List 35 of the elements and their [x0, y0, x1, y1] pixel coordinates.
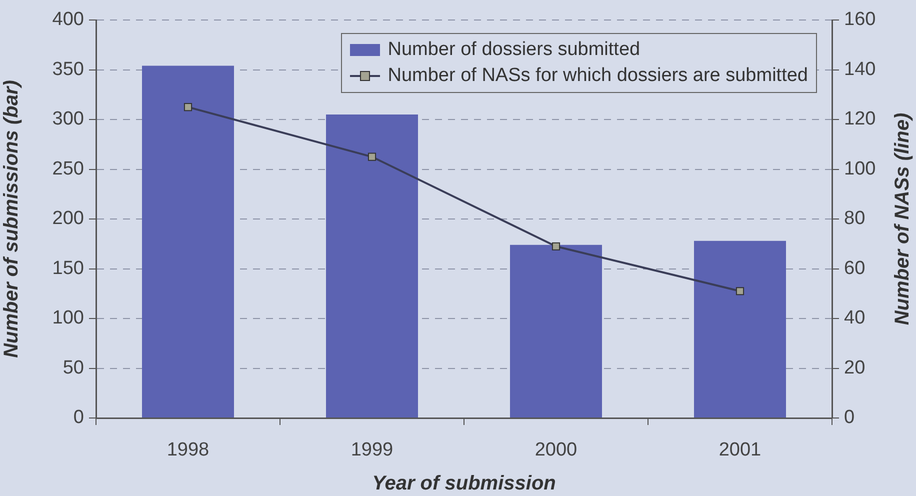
- y2-tick-label: 100: [844, 158, 876, 180]
- x-tick-label: 1998: [166, 440, 210, 461]
- bar: [694, 240, 786, 418]
- y2-tick-label: 120: [844, 108, 876, 130]
- y2-tick-label: 160: [844, 9, 876, 30]
- y-tick-label: 400: [52, 9, 84, 30]
- y2-axis-title: Number of NASs (line): [892, 112, 914, 326]
- y2-tick-label: 60: [844, 258, 866, 279]
- y-tick-label: 50: [62, 357, 84, 378]
- point: [184, 103, 192, 112]
- legend-label: Number of dossiers submitted: [388, 39, 640, 61]
- y-axis-title: Number of submissions (bar): [0, 80, 23, 358]
- x-axis-title: Year of submission: [372, 472, 556, 495]
- x-tick-label: 1999: [350, 440, 394, 461]
- y2-tick-label: 20: [844, 357, 866, 378]
- bar: [510, 244, 602, 418]
- y-tick-label: 300: [52, 108, 84, 130]
- point: [552, 242, 560, 250]
- point: [736, 287, 744, 296]
- y2-tick-label: 40: [844, 308, 866, 329]
- y-tick-label: 0: [73, 407, 84, 428]
- point: [368, 152, 376, 161]
- y-tick-label: 100: [52, 308, 84, 329]
- y-tick-label: 200: [52, 208, 84, 230]
- legend-label: Number of NASs for which dossiers are submitted: [388, 65, 808, 87]
- bar: [142, 66, 234, 418]
- y2-tick-label: 80: [844, 208, 866, 230]
- y-tick-label: 350: [52, 58, 84, 80]
- bar: [326, 114, 418, 418]
- x-tick-label: 2000: [534, 440, 578, 461]
- y-tick-label: 250: [52, 158, 84, 180]
- x-tick-label: 2001: [718, 440, 762, 461]
- y2-tick-label: 140: [844, 58, 876, 80]
- y-tick-label: 150: [52, 258, 84, 279]
- y2-tick-label: 0: [844, 407, 855, 428]
